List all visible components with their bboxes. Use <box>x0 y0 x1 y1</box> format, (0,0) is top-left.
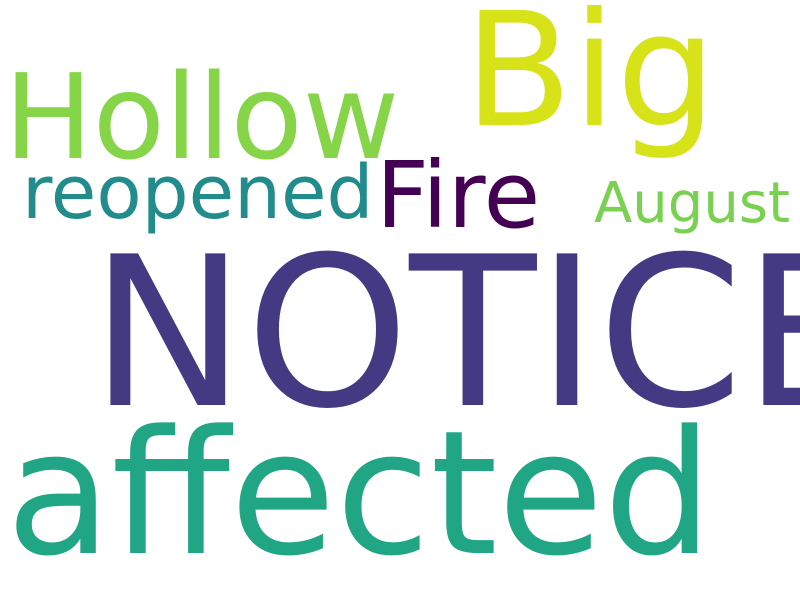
word-notice: NOTICE <box>90 213 800 455</box>
word-big: Big <box>464 0 717 163</box>
word-fire: Fire <box>376 142 541 249</box>
word-august: August <box>594 171 790 236</box>
word-affected: affected <box>6 393 713 594</box>
word-hollow: Hollow <box>4 48 400 186</box>
word-reopened: reopened <box>22 150 374 236</box>
